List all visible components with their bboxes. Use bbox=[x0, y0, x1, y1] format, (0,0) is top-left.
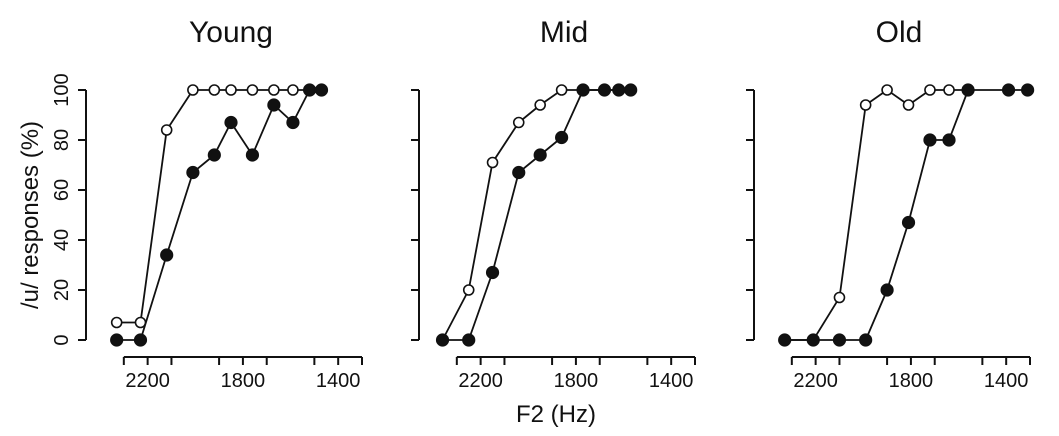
y-tick-label: 0 bbox=[51, 334, 73, 345]
data-point-open bbox=[833, 291, 846, 304]
data-point-open bbox=[859, 99, 872, 111]
data-point-filled bbox=[186, 165, 200, 180]
data-point-filled bbox=[942, 133, 956, 147]
data-point-filled bbox=[133, 333, 148, 347]
data-point-filled bbox=[1021, 83, 1035, 97]
data-point-filled bbox=[245, 148, 260, 162]
data-point-filled bbox=[923, 133, 937, 147]
data-point-open bbox=[225, 84, 237, 96]
data-point-open bbox=[943, 84, 955, 96]
x-tick-label: 1400 bbox=[984, 370, 1029, 392]
data-point-filled bbox=[224, 115, 238, 130]
data-point-filled bbox=[314, 83, 329, 97]
series-line-filled bbox=[442, 89, 631, 341]
data-point-open bbox=[512, 116, 525, 129]
data-point-filled bbox=[303, 83, 317, 97]
data-point-filled bbox=[832, 333, 847, 347]
data-point-filled bbox=[555, 130, 569, 145]
x-tick-label: 1800 bbox=[221, 370, 266, 392]
data-point-open bbox=[268, 84, 280, 96]
data-point-filled bbox=[485, 265, 500, 280]
x-tick-label: 1800 bbox=[554, 370, 599, 392]
x-axis-title: F2 (Hz) bbox=[516, 401, 596, 428]
x-tick-label: 2200 bbox=[125, 370, 170, 392]
panel-mid: Mid 2200 1800 1400 bbox=[411, 16, 696, 392]
data-point-filled bbox=[533, 148, 547, 162]
y-tick-label: 20 bbox=[51, 279, 73, 301]
panel-title: Mid bbox=[540, 16, 588, 49]
y-tick-label: 40 bbox=[51, 229, 73, 251]
panel-old: Old 2200 1800 1400 bbox=[746, 16, 1035, 392]
data-point-filled bbox=[806, 333, 820, 347]
panel-title: Young bbox=[189, 16, 273, 49]
x-tick-label: 1400 bbox=[649, 370, 694, 392]
data-point-open bbox=[187, 84, 199, 96]
panels: Young 0 20 40 60 80 100 2200 1800 1400 Mid 2200 1800… bbox=[51, 16, 1035, 392]
data-point-filled bbox=[286, 115, 300, 130]
data-point-open bbox=[534, 99, 546, 111]
series-line-open bbox=[784, 88, 969, 341]
data-point-filled bbox=[435, 333, 450, 347]
data-point-filled bbox=[597, 83, 612, 97]
panel-title: Old bbox=[876, 16, 923, 49]
data-point-filled bbox=[512, 165, 526, 180]
panel-young: Young 0 20 40 60 80 100 2200 1800 1400 bbox=[51, 16, 363, 392]
data-point-filled bbox=[961, 83, 975, 97]
data-point-open bbox=[462, 284, 475, 296]
data-point-open bbox=[555, 84, 568, 96]
data-point-open bbox=[881, 84, 893, 96]
data-point-filled bbox=[624, 83, 638, 97]
data-point-open bbox=[246, 84, 259, 96]
y-tick-label: 60 bbox=[51, 179, 73, 201]
data-point-filled bbox=[612, 83, 626, 97]
x-tick-label: 2200 bbox=[793, 370, 838, 392]
data-point-open bbox=[486, 156, 499, 169]
data-point-filled bbox=[576, 83, 590, 97]
data-point-open bbox=[110, 316, 123, 329]
data-point-open bbox=[160, 124, 173, 136]
data-point-filled bbox=[462, 333, 476, 347]
data-point-open bbox=[208, 84, 221, 96]
x-tick-label: 1800 bbox=[889, 370, 934, 392]
data-point-filled bbox=[901, 215, 916, 230]
data-point-open bbox=[924, 84, 936, 96]
data-point-filled bbox=[859, 333, 873, 347]
data-point-filled bbox=[207, 148, 221, 162]
y-axis-title: /u/ responses (%) bbox=[17, 121, 44, 309]
data-point-filled bbox=[1001, 83, 1016, 97]
x-tick-label: 1400 bbox=[316, 370, 361, 392]
series-line-filled bbox=[784, 89, 1028, 341]
data-point-filled bbox=[160, 248, 174, 262]
data-point-filled bbox=[778, 333, 792, 347]
data-point-filled bbox=[110, 333, 124, 347]
y-tick-label: 100 bbox=[51, 73, 73, 106]
data-point-filled bbox=[267, 98, 281, 112]
data-point-open bbox=[902, 99, 915, 111]
data-point-open bbox=[287, 84, 299, 96]
data-point-filled bbox=[880, 283, 894, 297]
y-tick-label: 80 bbox=[51, 129, 73, 151]
series-line-open bbox=[441, 89, 631, 341]
x-tick-label: 2200 bbox=[458, 370, 503, 392]
